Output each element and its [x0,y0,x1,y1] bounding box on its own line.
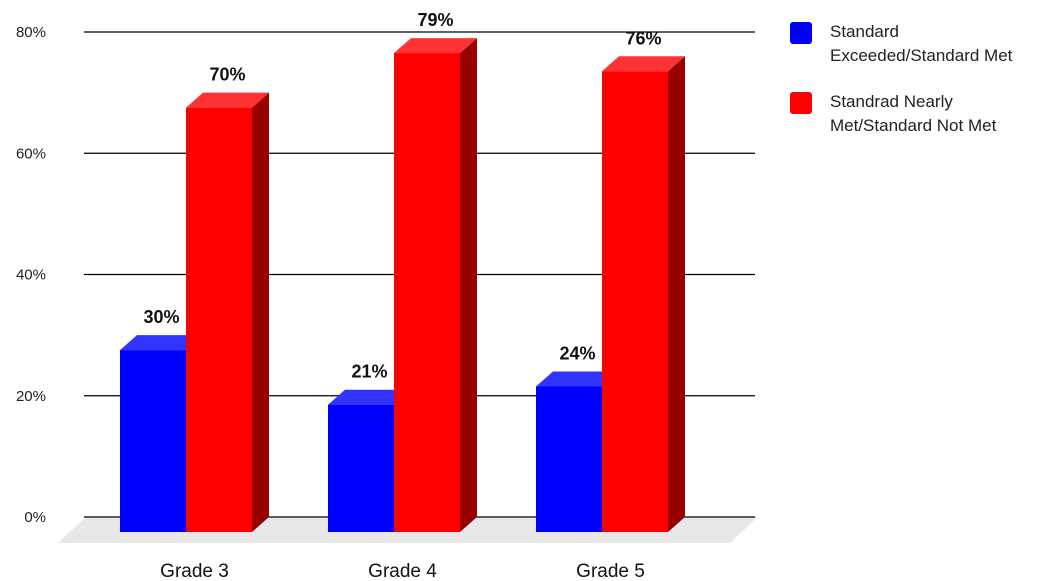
legend-swatch-met [790,22,812,44]
bar-top [328,389,411,405]
y-tick-label: 20% [16,388,46,405]
bar-top [602,56,685,72]
y-tick-label: 80% [16,24,46,41]
legend-label-not-met: Standrad Nearly Met/Standard Not Met [830,92,997,135]
bar-face [120,350,186,532]
x-category-label: Grade 4 [368,561,437,581]
x-category-label: Grade 5 [576,561,645,581]
data-label: 79% [417,10,453,30]
bar-side [668,56,685,532]
bars: 30% 70% 21% 79% 24% 76% [120,10,685,532]
bar-face [186,107,252,532]
bar [394,38,477,532]
bar-top [394,38,477,54]
x-axis: Grade 3 Grade 4 Grade 5 [160,561,645,581]
bar-top [186,92,269,108]
y-tick-label: 40% [16,267,46,284]
data-label: 76% [625,28,661,48]
y-axis: 0% 20% 40% 60% 80% [16,24,46,526]
bar [186,92,269,532]
bar-face [328,404,394,532]
x-category-label: Grade 3 [160,561,229,581]
bar-side [460,38,477,532]
y-tick-label: 60% [16,145,46,162]
legend-swatch-not-met [790,92,812,114]
data-label: 24% [559,344,595,364]
legend-label-met: Standard Exceeded/Standard Met [830,22,1013,65]
data-label: 30% [143,307,179,327]
bar-face [602,71,668,532]
bar-top [536,371,619,387]
legend: Standard Exceeded/Standard Met Standrad … [790,20,1052,160]
bar [602,56,685,532]
bar-side [252,92,269,532]
data-label: 70% [209,65,245,85]
data-label: 21% [351,362,387,382]
bar-face [394,53,460,532]
y-tick-label: 0% [24,509,46,526]
bar-top [120,335,203,351]
legend-item-not-met: Standrad Nearly Met/Standard Not Met [790,90,1052,138]
bar-face [536,386,602,532]
legend-item-met: Standard Exceeded/Standard Met [790,20,1052,68]
